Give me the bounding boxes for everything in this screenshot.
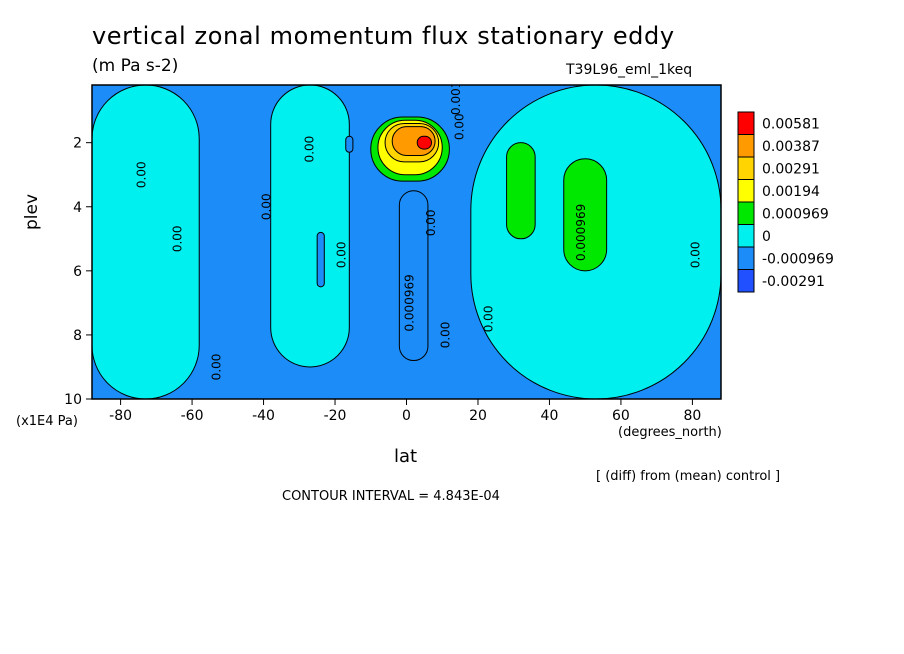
contour-region bbox=[563, 158, 608, 272]
legend-label: 0.00387 bbox=[762, 139, 820, 155]
y-axis-ticks: 2 4 6 8 10 bbox=[64, 136, 92, 408]
contour-label: 0.00 bbox=[453, 113, 467, 140]
legend-swatch bbox=[737, 111, 755, 135]
legend-label: -0.000969 bbox=[762, 251, 834, 267]
y-tick-label: 4 bbox=[73, 200, 82, 216]
x-tick-label: 60 bbox=[612, 408, 630, 424]
legend-label: 0.00194 bbox=[762, 184, 820, 200]
x-tick-label: -80 bbox=[109, 408, 132, 424]
x-axis-label: lat bbox=[394, 446, 418, 467]
legend-swatch bbox=[737, 224, 755, 248]
y-axis-unit: (x1E4 Pa) bbox=[16, 414, 78, 429]
chart-title: vertical zonal momentum flux stationary … bbox=[92, 22, 675, 50]
legend-swatch bbox=[737, 201, 755, 225]
contour-region bbox=[316, 231, 325, 288]
legend-swatch bbox=[737, 246, 755, 270]
contour-label: 0.000969 bbox=[574, 204, 588, 261]
filled-contours bbox=[92, 85, 721, 399]
legend-label: 0.00291 bbox=[762, 161, 820, 177]
x-tick-label: -20 bbox=[324, 408, 347, 424]
contour-region bbox=[506, 142, 536, 240]
legend-swatch bbox=[737, 134, 755, 158]
contour-label: 0.00 bbox=[689, 241, 703, 268]
legend-swatch bbox=[737, 156, 755, 180]
x-tick-label: 0 bbox=[402, 408, 411, 424]
contour-label: 0.00 bbox=[481, 306, 495, 333]
contour-region bbox=[398, 190, 429, 362]
contour-region bbox=[416, 135, 433, 150]
contour-region bbox=[92, 85, 200, 399]
contour-region bbox=[270, 85, 350, 368]
contour-label: 0.00 bbox=[424, 209, 438, 236]
x-axis-unit: (degrees_north) bbox=[618, 425, 722, 440]
x-tick-label: 40 bbox=[541, 408, 559, 424]
x-tick-label: -40 bbox=[252, 408, 275, 424]
legend-swatch bbox=[737, 179, 755, 203]
contour-region bbox=[345, 135, 354, 153]
contour-label: 0.000969 bbox=[403, 274, 417, 331]
contour-label: 0.00 bbox=[303, 136, 317, 163]
x-tick-label: 20 bbox=[469, 408, 487, 424]
experiment-label: T39L96_eml_1keq bbox=[566, 62, 693, 78]
contour-label: 0.00 bbox=[438, 322, 452, 349]
y-tick-label: 8 bbox=[73, 328, 82, 344]
x-tick-label: -60 bbox=[181, 408, 204, 424]
contour-label: 0.001 bbox=[449, 81, 463, 115]
colorbar-legend: 0.00581 0.00387 0.00291 0.00194 0.000969 0 -0.… bbox=[737, 111, 834, 293]
legend-label: -0.00291 bbox=[762, 274, 825, 290]
legend-swatch bbox=[737, 269, 755, 293]
contour-label: 0.00 bbox=[135, 161, 149, 188]
y-tick-label: 10 bbox=[64, 392, 82, 408]
contour-label: 0.00 bbox=[170, 225, 184, 252]
contour-label: 0.00 bbox=[210, 354, 224, 381]
legend-label: 0.00581 bbox=[762, 116, 820, 132]
x-tick-label: 80 bbox=[683, 408, 701, 424]
chart-units: (m Pa s-2) bbox=[92, 56, 179, 76]
contour-label: 0.00 bbox=[260, 193, 274, 220]
y-tick-label: 6 bbox=[73, 264, 82, 280]
y-tick-label: 2 bbox=[73, 136, 82, 152]
legend-label: 0 bbox=[762, 229, 771, 245]
legend-label: 0.000969 bbox=[762, 206, 829, 222]
contour-interval-note: CONTOUR INTERVAL = 4.843E-04 bbox=[282, 489, 500, 504]
contour-labels: 0.000.000.000.000.000.000.000.000.000.00… bbox=[135, 81, 703, 381]
diff-note: [ (diff) from (mean) control ] bbox=[596, 469, 781, 484]
x-axis-ticks: -80 -60 -40 -20 0 20 40 60 80 bbox=[109, 399, 701, 424]
contour-label: 0.00 bbox=[335, 241, 349, 268]
